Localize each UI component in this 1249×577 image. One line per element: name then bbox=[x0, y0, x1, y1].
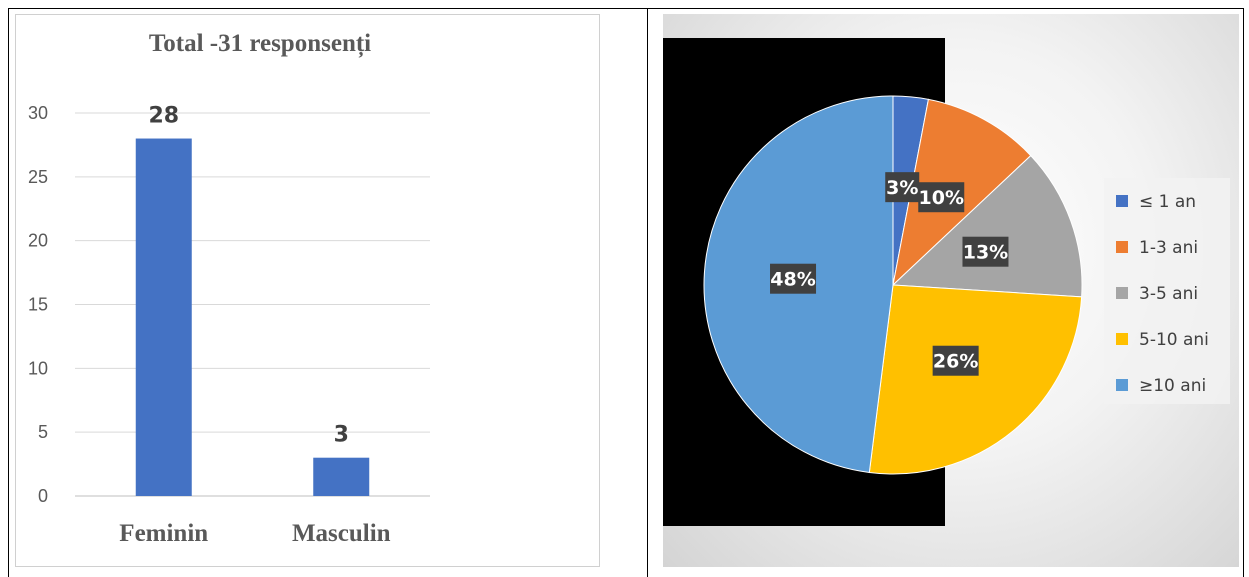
table-frame bbox=[8, 8, 1244, 577]
y-tick-label: 5 bbox=[38, 422, 48, 442]
y-tick-label: 10 bbox=[28, 358, 48, 378]
legend-label: ≥10 ani bbox=[1139, 376, 1206, 396]
y-tick-label: 30 bbox=[28, 103, 48, 123]
x-category-label: Masculin bbox=[292, 520, 391, 547]
pie-label-box bbox=[962, 236, 1009, 267]
y-tick-label: 25 bbox=[28, 167, 48, 187]
pie-data-label: 13% bbox=[963, 242, 1008, 264]
pie-label-box bbox=[885, 172, 920, 203]
bar-chart-title: Total -31 responsenți bbox=[149, 30, 371, 58]
y-tick-label: 20 bbox=[28, 231, 48, 251]
bar-data-label: 28 bbox=[148, 104, 179, 129]
y-tick-label: 15 bbox=[28, 295, 48, 315]
pie-label-box bbox=[932, 345, 979, 376]
pie-data-label: 48% bbox=[770, 269, 815, 291]
pie-data-label: 10% bbox=[919, 187, 964, 209]
pie-label-box bbox=[770, 263, 817, 294]
legend-swatch bbox=[1116, 333, 1128, 345]
legend-label: ≤ 1 an bbox=[1139, 192, 1196, 212]
legend-label: 5-10 ani bbox=[1139, 330, 1209, 350]
pie-data-label: 26% bbox=[933, 351, 978, 373]
legend-swatch bbox=[1116, 287, 1128, 299]
bar-chart-panel bbox=[15, 14, 600, 567]
legend-swatch bbox=[1116, 379, 1128, 391]
legend-swatch bbox=[1116, 241, 1128, 253]
x-category-label: Feminin bbox=[119, 520, 208, 547]
pie-slice bbox=[891, 154, 1083, 298]
table-divider bbox=[647, 8, 648, 577]
bar-data-label: 3 bbox=[334, 423, 349, 448]
bar-feminin bbox=[135, 138, 192, 497]
pie-data-label: 3% bbox=[886, 177, 918, 199]
y-tick-label: 0 bbox=[38, 486, 48, 506]
pie-slice bbox=[868, 284, 1083, 475]
bar-masculin bbox=[313, 457, 370, 496]
pie-label-box bbox=[918, 182, 965, 213]
legend-label: 3-5 ani bbox=[1139, 284, 1198, 304]
legend-swatch bbox=[1116, 195, 1128, 207]
legend-label: 1-3 ani bbox=[1139, 238, 1198, 258]
